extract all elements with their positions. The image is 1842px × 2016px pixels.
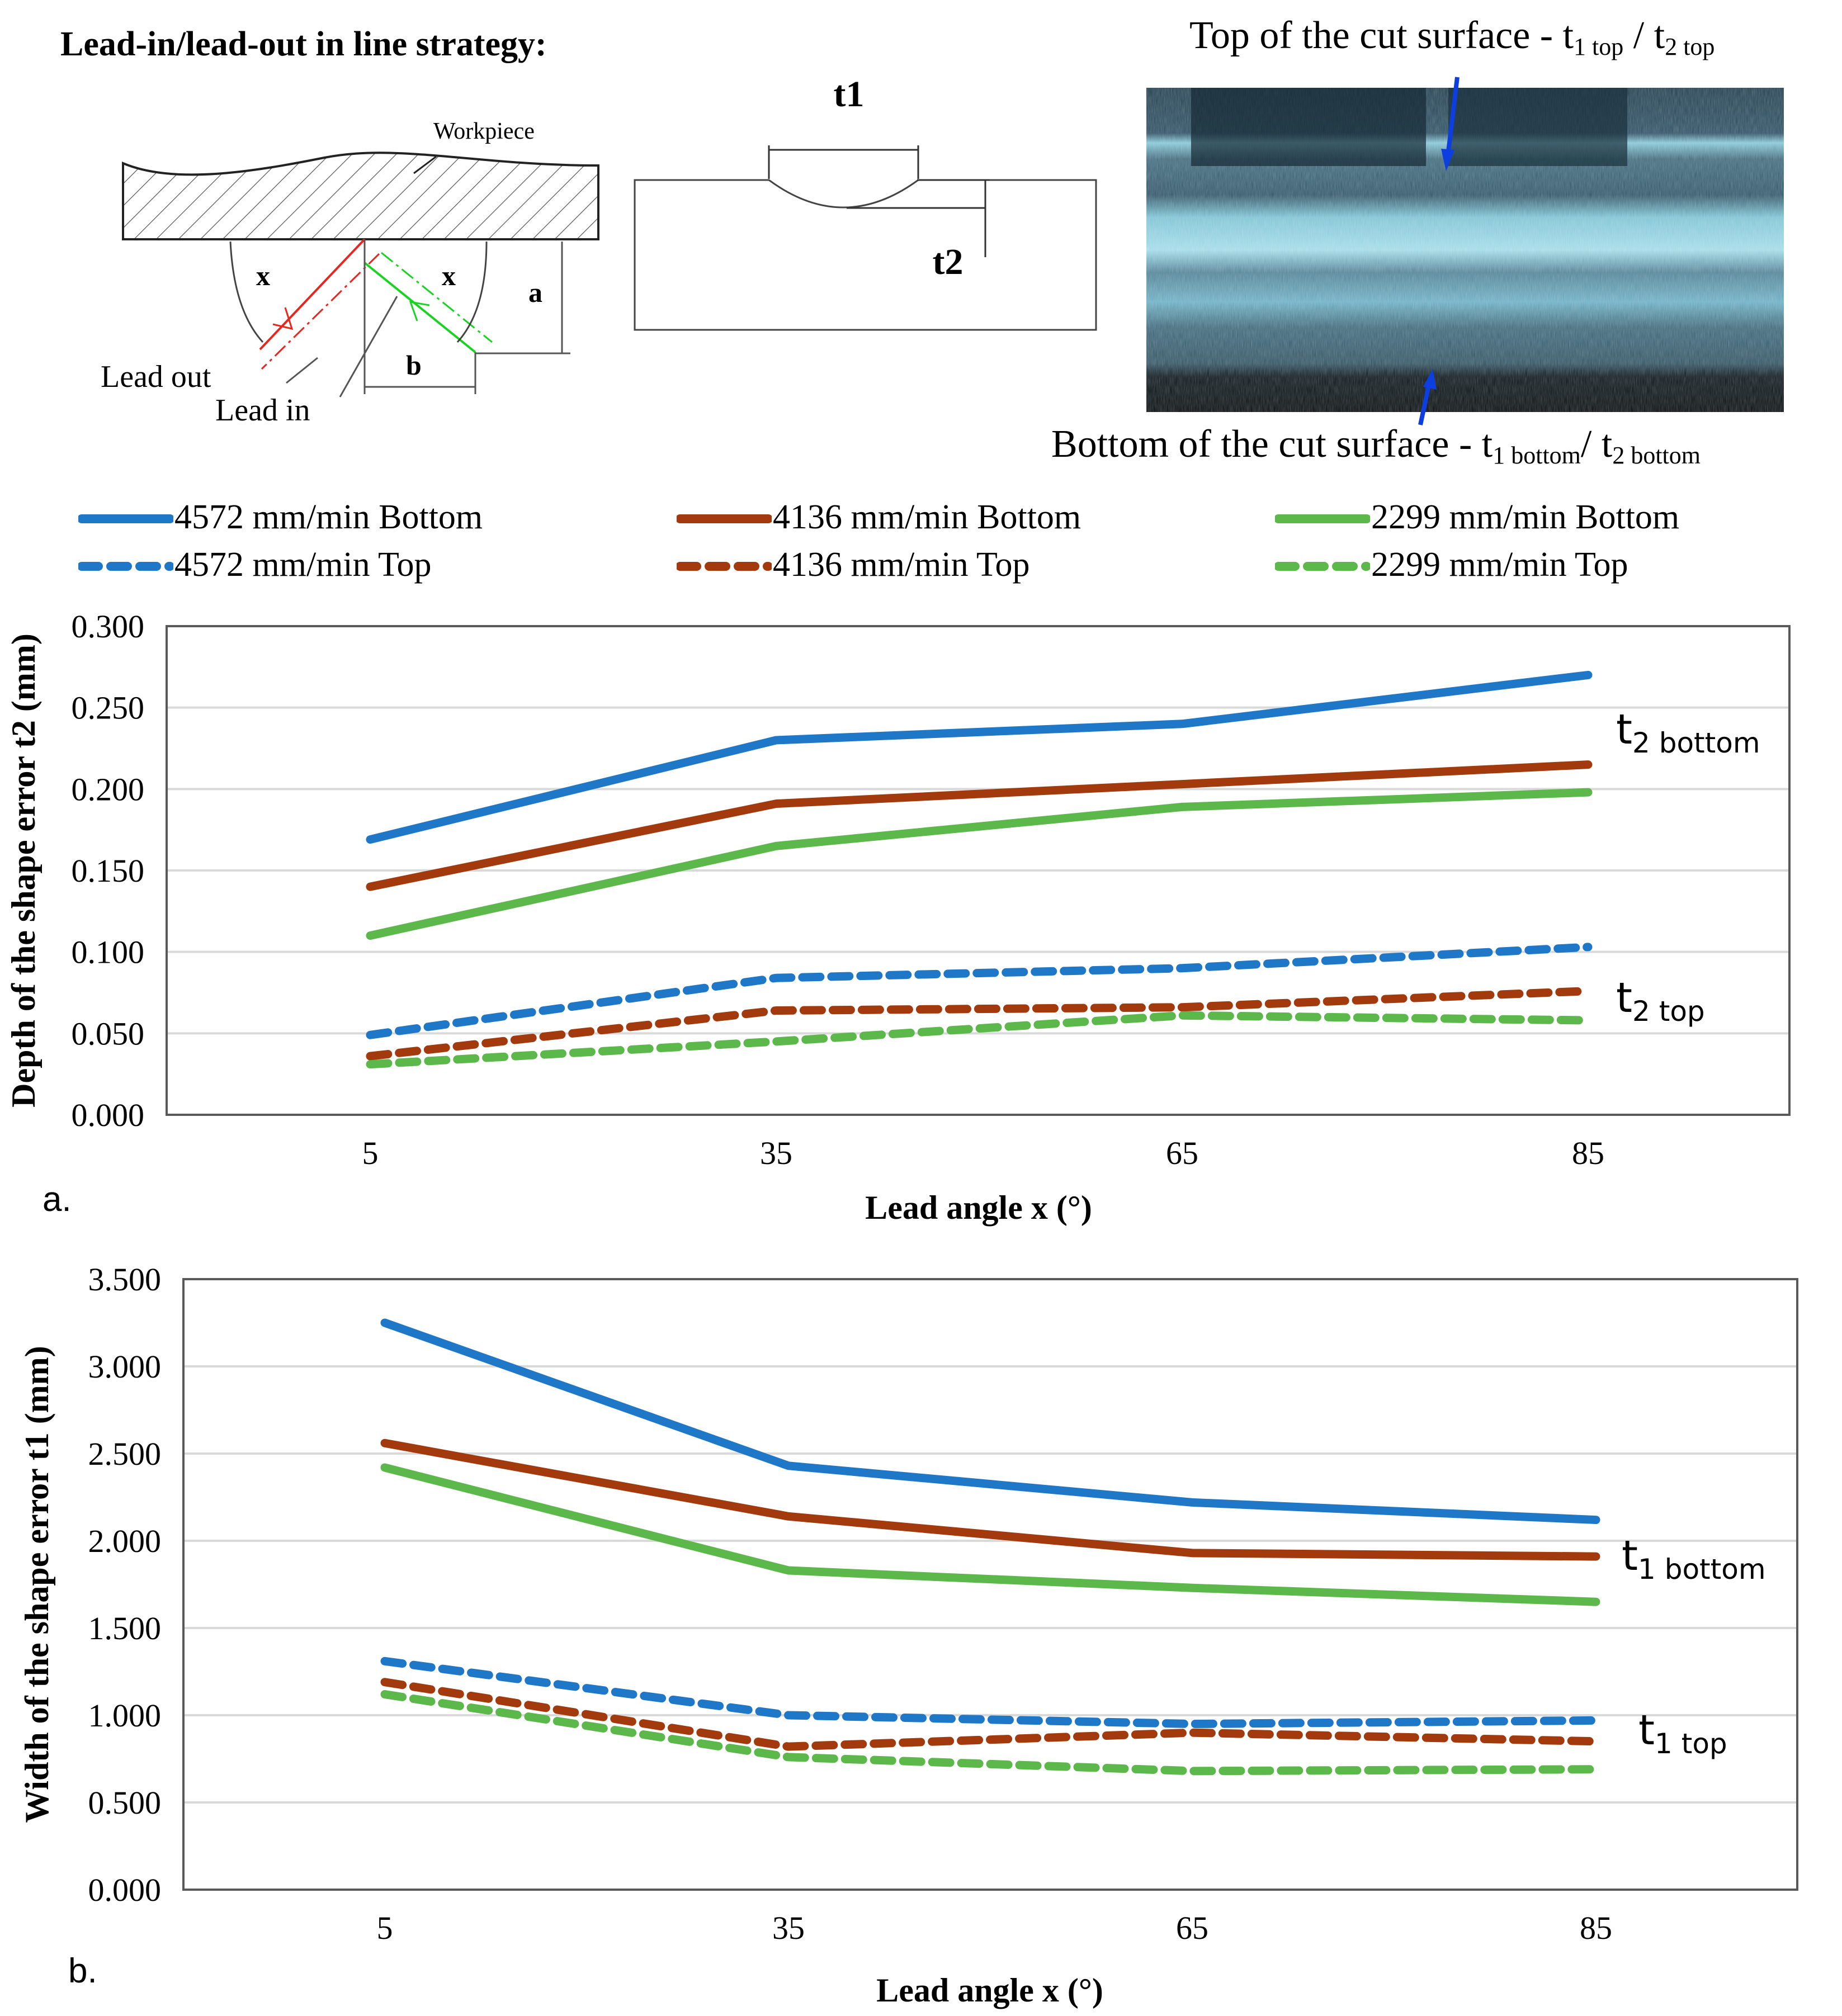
y-tick-label: 0.000: [72, 1097, 145, 1133]
t1-label: t1: [834, 74, 865, 115]
legend-swatch: [1275, 562, 1370, 571]
width-chart: 0.000 0.500 1.000 1.500 2.000 2.500 3.000 3.500…: [18, 1261, 1798, 2009]
lead-strategy-sketch: Workpiece x x b a Lead out Lead in: [101, 119, 599, 428]
legend-swatch: [677, 514, 772, 523]
y-tick-label: 1.500: [88, 1610, 162, 1646]
x-tick-label: 65: [1176, 1910, 1208, 1946]
strategy-title: Lead-in/lead-out in line strategy:: [60, 25, 547, 63]
y-tick-label: 0.000: [88, 1872, 162, 1908]
x-tick-label: 5: [377, 1910, 393, 1946]
x-tick-label: 35: [760, 1135, 792, 1171]
series-annotation: t2 bottom: [1616, 706, 1760, 759]
series-line: [366, 760, 1593, 891]
lead-in-label: Lead in: [215, 393, 310, 428]
legend-swatch: [1275, 514, 1370, 523]
series-annotation: t2 top: [1616, 974, 1705, 1028]
lead-out-path: [259, 238, 366, 351]
series-line: [366, 943, 1593, 1039]
series-line: [380, 1463, 1600, 1606]
annotation-main: t: [1622, 1532, 1638, 1580]
workpiece-label: Workpiece: [433, 119, 535, 144]
x-tick-label: 35: [772, 1910, 805, 1946]
y-tick-label: 0.200: [72, 771, 145, 807]
legend-label: 2299 mm/min Top: [1371, 546, 1628, 584]
legend-label: 4136 mm/min Top: [773, 546, 1030, 584]
t2-label-main: t2: [933, 242, 963, 282]
y-tick-label: 0.300: [72, 608, 145, 645]
series-line: [366, 788, 1593, 940]
panel-b-label: b.: [68, 1952, 97, 1990]
series-line: [366, 987, 1593, 1061]
legend-label: 4572 mm/min Bottom: [174, 498, 483, 536]
legend-label: 4572 mm/min Top: [174, 546, 432, 584]
series-line: [380, 1690, 1600, 1776]
a-label: a: [528, 277, 542, 308]
legend-label: 2299 mm/min Bottom: [1371, 498, 1680, 536]
y-axis-title: Width of the shape error t1 (mm): [18, 1346, 55, 1823]
series-line: [380, 1657, 1600, 1729]
x-axis-title: Lead angle x (°): [865, 1189, 1092, 1226]
annotation-sub: 2 top: [1632, 995, 1705, 1028]
annotation-main: t: [1616, 706, 1632, 754]
y-tick-label: 2.000: [88, 1523, 162, 1559]
plot-frame: [166, 625, 1791, 1116]
x-tick-label: 85: [1580, 1910, 1612, 1946]
t2-label: t2: [933, 242, 963, 282]
cut-profile-sketch: t1 t2: [634, 74, 1097, 331]
photo-bottom-caption: Bottom of the cut surface - t1 bottom/ t…: [1051, 423, 1701, 469]
x-tick-label: 85: [1572, 1135, 1604, 1171]
series-line: [380, 1318, 1600, 1525]
depth-chart: 0.000 0.050 0.100 0.150 0.200 0.250 0.300 5 35 65…: [5, 608, 1791, 1226]
t1-label-main: t1: [834, 74, 865, 115]
annotation-sub: 2 bottom: [1632, 727, 1760, 759]
series-annotation: t1 top: [1638, 1706, 1727, 1760]
plot-frame: [182, 1278, 1798, 1891]
y-tick-label: 0.050: [72, 1015, 145, 1052]
annotation-main: t: [1638, 1706, 1655, 1754]
photo-arrows: [1418, 77, 1460, 425]
y-tick-label: 3.500: [88, 1261, 162, 1298]
series-line: [366, 1011, 1593, 1069]
top-arrow: [1446, 77, 1460, 157]
y-tick-label: 1.000: [88, 1697, 162, 1734]
workpiece-block: [122, 152, 599, 240]
x-axis-title: Lead angle x (°): [876, 1972, 1103, 2009]
angle-label-left: x: [256, 260, 270, 291]
x-tick-label: 65: [1166, 1135, 1198, 1171]
profile-outline: [634, 179, 1097, 331]
y-tick-label: 0.100: [72, 934, 145, 971]
annotation-main: t: [1616, 974, 1632, 1022]
legend-swatch: [78, 562, 173, 571]
series-line: [380, 1678, 1600, 1751]
photo-top-caption: Top of the cut surface - t1 top / t2 top: [1189, 14, 1715, 60]
y-tick-label: 0.500: [88, 1785, 162, 1821]
cut-surface-photo: [1146, 88, 1784, 412]
series-annotation: t1 bottom: [1622, 1532, 1766, 1586]
y-tick-label: 0.250: [72, 690, 145, 726]
y-tick-label: 0.150: [72, 853, 145, 889]
angle-label-right: x: [442, 260, 456, 291]
lead-out-label: Lead out: [101, 359, 211, 394]
series-line: [380, 1438, 1600, 1561]
legend-swatch: [677, 562, 772, 571]
annotation-sub: 1 top: [1655, 1728, 1727, 1760]
y-tick-label: 2.500: [88, 1436, 162, 1472]
y-axis-title: Depth of the shape error t2 (mm): [5, 633, 42, 1108]
legend-swatch: [78, 514, 173, 523]
annotation-sub: 1 bottom: [1638, 1553, 1766, 1586]
b-label: b: [406, 349, 422, 381]
x-tick-label: 5: [362, 1135, 379, 1171]
legend-label: 4136 mm/min Bottom: [773, 498, 1081, 536]
series-line: [366, 670, 1593, 844]
lead-in-path: [363, 262, 476, 353]
panel-a-label: a.: [42, 1180, 72, 1219]
y-tick-label: 3.000: [88, 1348, 162, 1385]
